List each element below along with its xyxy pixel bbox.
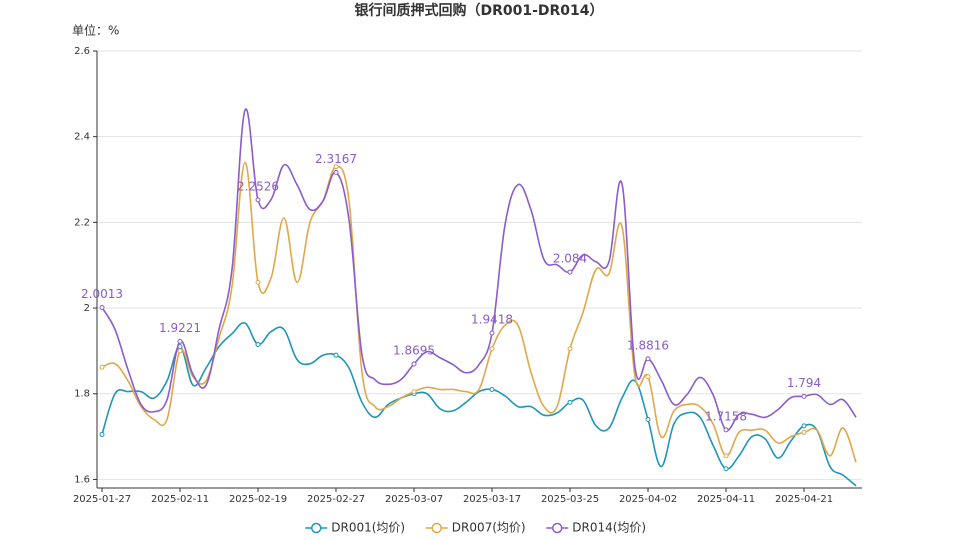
series-line	[101, 321, 857, 487]
point	[723, 427, 729, 433]
y-tick-label: 2.4	[74, 132, 90, 143]
y-tick-label: 2.6	[74, 46, 90, 57]
point	[723, 466, 729, 472]
point	[801, 429, 807, 435]
legend-marker	[552, 522, 563, 534]
point	[99, 364, 105, 370]
data-label: 1.8695	[393, 343, 435, 357]
data-label: 2.2526	[237, 179, 279, 193]
point	[255, 279, 261, 285]
chart-title: 银行间质押式回购（DR001-DR014）	[354, 2, 603, 19]
point	[177, 338, 183, 344]
point	[333, 164, 339, 170]
data-label: 2.0013	[81, 287, 123, 301]
unit-label: 单位：%	[72, 23, 119, 38]
point	[801, 393, 807, 399]
x-tick-label: 2025-04-11	[697, 494, 755, 505]
data-label: 2.084	[553, 252, 587, 266]
x-tick-label: 2025-03-25	[541, 494, 599, 505]
legend-label: DR001(均价)	[331, 521, 405, 535]
point	[723, 453, 729, 459]
legend-label: DR007(均价)	[452, 521, 526, 535]
point	[489, 330, 495, 336]
x-tick-label: 2025-04-21	[775, 494, 833, 505]
series-line	[101, 108, 857, 432]
point	[645, 374, 651, 380]
legend-marker	[311, 522, 322, 534]
data-label: 1.9221	[159, 321, 201, 335]
point	[255, 197, 261, 203]
point	[567, 346, 573, 352]
point	[411, 361, 417, 367]
x-tick-label: 2025-03-17	[463, 494, 521, 505]
x-tick-label: 2025-02-19	[229, 494, 287, 505]
data-label: 1.7158	[705, 409, 747, 423]
legend-label: DR014(均价)	[572, 521, 646, 535]
data-label: 1.794	[787, 376, 821, 390]
x-tick-label: 2025-02-11	[151, 494, 209, 505]
point	[333, 169, 339, 175]
point	[645, 356, 651, 362]
point	[99, 431, 105, 437]
x-tick-label: 2025-01-27	[73, 494, 131, 505]
legend-marker	[431, 522, 442, 534]
data-label: 1.8816	[627, 338, 669, 352]
point	[255, 341, 261, 347]
y-tick-label: 1.6	[74, 474, 90, 485]
x-tick-label: 2025-04-02	[619, 494, 677, 505]
y-tick-label: 2.2	[74, 217, 90, 228]
point	[333, 352, 339, 358]
point	[567, 269, 573, 275]
point	[177, 348, 183, 354]
point	[801, 423, 807, 429]
point	[99, 305, 105, 311]
x-tick-label: 2025-02-27	[307, 494, 365, 505]
data-label: 1.9418	[471, 312, 513, 326]
point	[489, 346, 495, 352]
x-tick-label: 2025-03-07	[385, 494, 443, 505]
point	[567, 399, 573, 405]
point	[645, 416, 651, 422]
data-label: 2.3167	[315, 152, 357, 166]
point	[489, 386, 495, 392]
y-tick-label: 1.8	[74, 389, 90, 400]
y-tick-label: 2	[84, 303, 90, 314]
point	[411, 389, 417, 395]
